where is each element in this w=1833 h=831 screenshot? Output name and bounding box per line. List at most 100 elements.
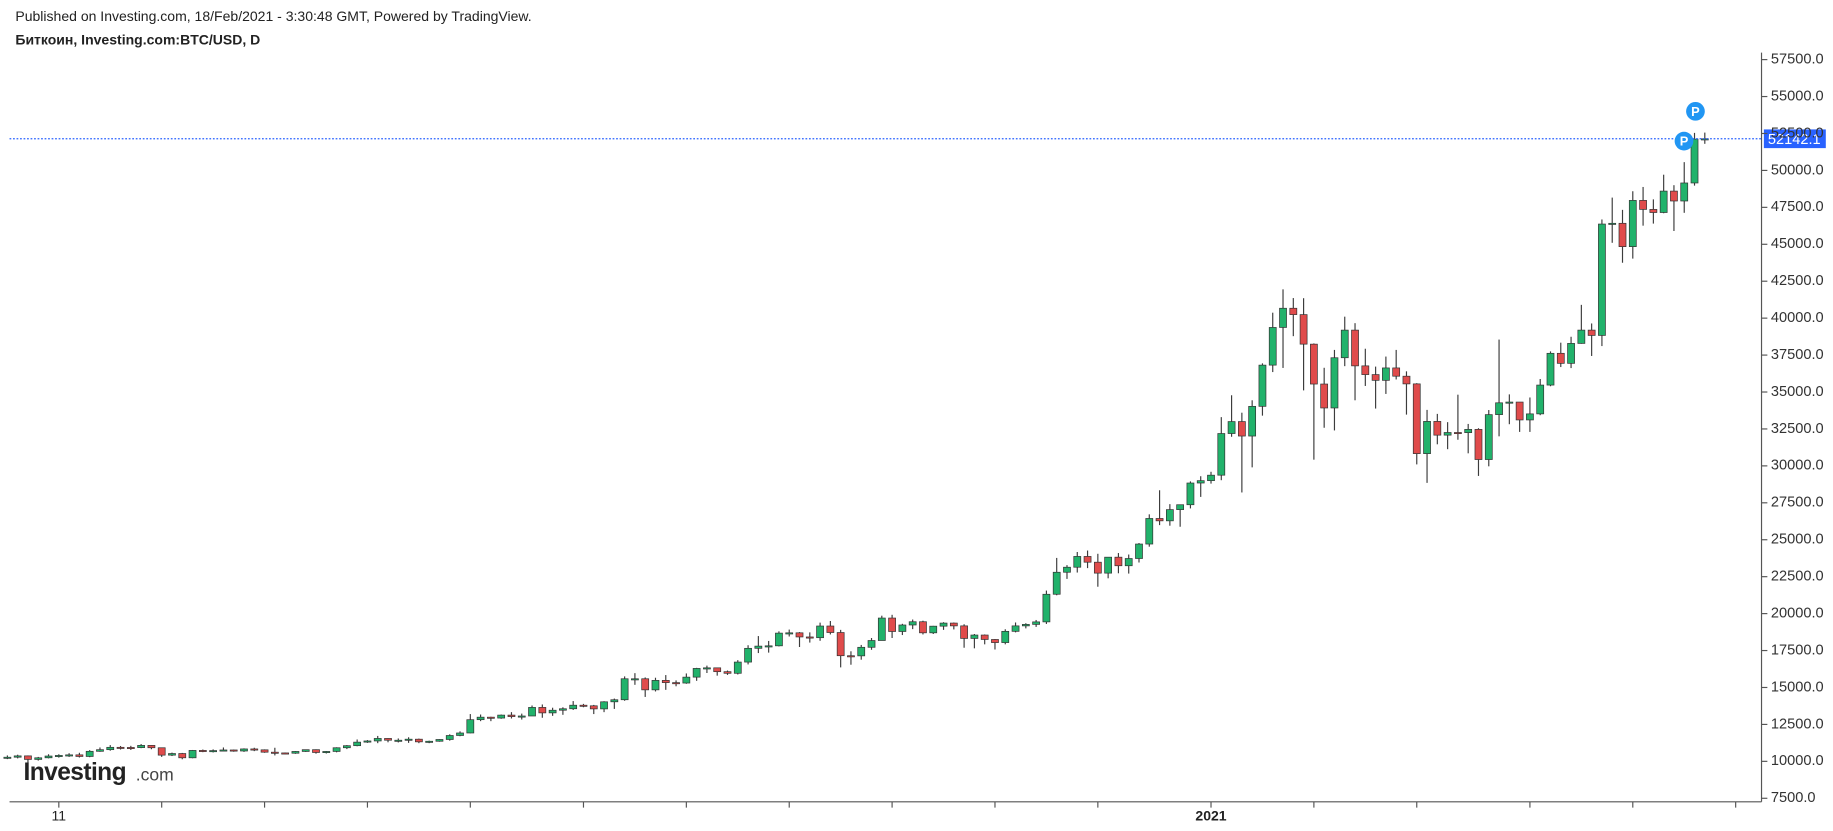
- candle-body: [919, 621, 927, 634]
- candle-body: [857, 646, 866, 657]
- candle-body: [229, 749, 238, 752]
- candle-body: [548, 709, 557, 714]
- candle-body: [867, 640, 876, 648]
- candle-body: [682, 676, 691, 684]
- x-tick-label: 11: [52, 808, 67, 824]
- candle-body: [1310, 343, 1318, 385]
- candle-body: [1063, 566, 1071, 573]
- candle-body: [641, 678, 650, 691]
- candle-body: [836, 632, 845, 657]
- y-tick-label: 55000.0: [1771, 88, 1824, 104]
- candle-body: [733, 661, 742, 674]
- candle-body: [600, 701, 608, 710]
- candle-body: [1176, 504, 1185, 510]
- candle-body: [764, 645, 773, 648]
- candle-body: [1145, 518, 1154, 545]
- candle-body: [1618, 222, 1627, 247]
- annotation-marker: [1674, 131, 1694, 151]
- candle-body: [1052, 571, 1061, 595]
- candle-body: [75, 754, 84, 757]
- candle-body: [1196, 480, 1205, 484]
- candle-body: [1526, 413, 1534, 421]
- candle-body: [1587, 329, 1596, 336]
- candle-body: [1011, 625, 1020, 632]
- candle-body: [589, 705, 598, 710]
- candle-body: [260, 749, 269, 753]
- candle-body: [1279, 307, 1287, 328]
- candle-body: [1114, 556, 1123, 567]
- candle-body: [1649, 209, 1658, 213]
- candle-body: [1495, 402, 1503, 415]
- candle-body: [949, 622, 958, 627]
- candle-body: [929, 625, 938, 634]
- annotation-marker: [1686, 101, 1705, 121]
- candle-body: [466, 719, 475, 734]
- last-price-label: 52142.1: [1768, 132, 1821, 148]
- candle-body: [3, 756, 12, 759]
- candle-body: [1577, 329, 1586, 344]
- candle-body: [1515, 401, 1524, 421]
- candle-body: [1536, 384, 1545, 415]
- candle-body: [1207, 474, 1215, 482]
- candle-body: [415, 738, 423, 743]
- candle-body: [1186, 482, 1195, 506]
- candle-body: [579, 704, 588, 707]
- candle-body: [826, 625, 835, 633]
- y-tick-label: 35000.0: [1771, 384, 1824, 400]
- candle-body: [1248, 405, 1257, 437]
- candle-body: [126, 747, 135, 749]
- candle-body: [404, 738, 413, 741]
- candle-body: [1083, 556, 1092, 563]
- candle-body: [353, 741, 362, 747]
- candle-body: [1639, 200, 1647, 210]
- candle-body: [1690, 138, 1699, 184]
- candle-body: [1320, 383, 1329, 409]
- candle-body: [1392, 367, 1401, 377]
- candle-body: [54, 755, 63, 757]
- candle-body: [569, 704, 578, 710]
- y-tick-label: 20000.0: [1771, 605, 1824, 621]
- candle-body: [1598, 223, 1606, 336]
- y-tick-label: 57500.0: [1771, 51, 1824, 67]
- candle-body: [1238, 421, 1246, 437]
- candle-body: [559, 708, 567, 711]
- candle-body: [363, 740, 372, 743]
- candle-body: [1330, 357, 1339, 409]
- y-tick-label: 45000.0: [1771, 236, 1824, 252]
- candle-body: [888, 617, 896, 632]
- candle-body: [85, 750, 94, 757]
- candle-body: [250, 748, 259, 751]
- candle-body: [137, 745, 145, 748]
- candle-body: [291, 751, 300, 754]
- candle-body: [1567, 343, 1575, 364]
- candle-body: [991, 639, 999, 643]
- candle-body: [723, 671, 732, 674]
- candle-body: [1484, 414, 1493, 460]
- candle-body: [65, 754, 73, 757]
- y-tick-label: 25000.0: [1771, 532, 1824, 548]
- candle-body: [1680, 182, 1689, 202]
- y-tick-label: 30000.0: [1771, 458, 1824, 474]
- candle-body: [1155, 518, 1164, 522]
- y-tick-label: 7500.0: [1771, 790, 1816, 806]
- y-tick-label: 10000.0: [1771, 753, 1824, 769]
- candle-body: [147, 745, 156, 749]
- candle-body: [754, 645, 763, 649]
- candle-body: [661, 680, 670, 683]
- candle-body: [178, 753, 187, 759]
- candle-body: [939, 622, 948, 627]
- candle-body: [816, 625, 824, 639]
- candle-body: [240, 748, 248, 752]
- y-tick-label: 52500.0: [1771, 125, 1824, 141]
- candle-body: [1608, 222, 1617, 225]
- candle-body: [1021, 624, 1030, 627]
- candle-body: [281, 752, 289, 755]
- candle-body: [517, 715, 526, 718]
- candle-body: [610, 699, 619, 703]
- candle-body: [157, 747, 166, 756]
- candle-body: [970, 634, 979, 639]
- candle-body: [1371, 374, 1380, 381]
- y-tick-label: 37500.0: [1771, 347, 1824, 363]
- y-tick-label: 22500.0: [1771, 569, 1824, 585]
- candle-body: [1124, 558, 1133, 567]
